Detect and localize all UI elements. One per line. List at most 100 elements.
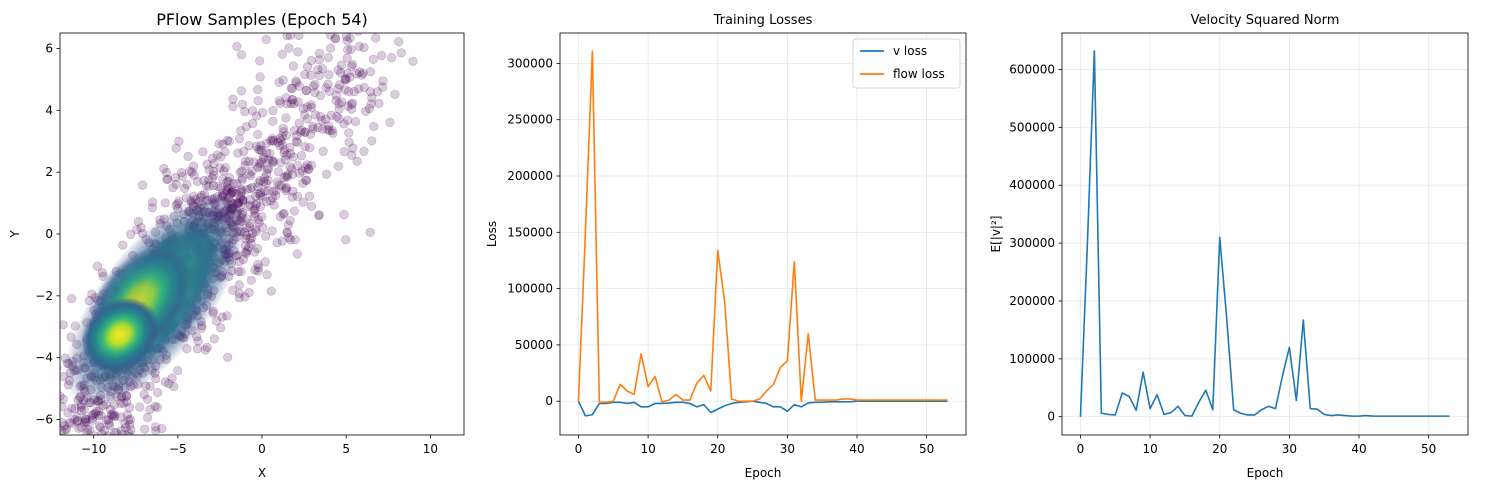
- scatter-point: [279, 208, 289, 218]
- scatter-point: [276, 158, 286, 168]
- scatter-point: [269, 156, 279, 166]
- x-tick-label: 30: [1282, 442, 1297, 456]
- scatter-point: [276, 135, 286, 146]
- scatter-point: [45, 401, 54, 410]
- scatter-point: [318, 146, 328, 156]
- scatter-point: [263, 175, 273, 185]
- scatter-point: [280, 155, 291, 165]
- scatter-point: [354, 41, 364, 52]
- scatter-point: [224, 136, 234, 146]
- scatter-point: [346, 99, 357, 109]
- scatter-point: [246, 239, 256, 249]
- scatter-point: [315, 90, 326, 101]
- scatter-point: [253, 162, 263, 173]
- scatter-point: [286, 98, 296, 109]
- scatter-point: [212, 316, 222, 326]
- scatter-point: [326, 110, 336, 120]
- scatter-point: [345, 72, 355, 82]
- scatter-point: [87, 413, 98, 423]
- scatter-point: [233, 148, 243, 158]
- scatter-point: [266, 286, 276, 296]
- scatter-point: [251, 111, 262, 121]
- scatter-point: [274, 180, 284, 190]
- scatter-point: [163, 174, 173, 184]
- scatter-point: [72, 417, 82, 427]
- scatter-point: [281, 113, 291, 123]
- scatter-point: [72, 412, 82, 422]
- velocity-ylabel: E[|v|²]: [989, 216, 1003, 253]
- scatter-point: [133, 216, 143, 227]
- scatter-point: [161, 167, 172, 178]
- scatter-point: [341, 235, 351, 245]
- scatter-point: [296, 127, 306, 137]
- scatter-point: [218, 174, 228, 184]
- density-blob-peak: [81, 297, 159, 373]
- scatter-point: [268, 116, 278, 126]
- scatter-point: [145, 404, 155, 414]
- scatter-point: [256, 157, 267, 167]
- scatter-point: [202, 342, 212, 353]
- y-tick-label: −4: [35, 351, 53, 365]
- scatter-point: [364, 103, 375, 114]
- scatter-point: [250, 265, 260, 275]
- scatter-point: [265, 148, 275, 159]
- scatter-point: [243, 201, 253, 212]
- scatter-point: [85, 424, 95, 435]
- velocity-panel: 0 10 20 30 40 50 0 100000 200000 300000 400000 5000…: [989, 13, 1469, 480]
- scatter-point: [222, 177, 232, 187]
- scatter-point: [103, 431, 113, 435]
- scatter-point: [285, 162, 295, 172]
- scatter-point: [91, 468, 100, 477]
- scatter-point: [245, 234, 255, 244]
- scatter-point: [222, 135, 232, 145]
- scatter-point: [304, 164, 314, 174]
- scatter-point: [287, 83, 297, 94]
- scatter-point: [254, 218, 264, 228]
- scatter-point: [278, 209, 288, 219]
- x-tick-label: 20: [710, 442, 725, 456]
- scatter-ticks: −10 −5 0 5 10 −6 −4 −2 0 2 4 6: [35, 41, 438, 456]
- scatter-point: [257, 145, 267, 155]
- scatter-point: [220, 163, 230, 173]
- scatter-point: [187, 167, 197, 177]
- scatter-point: [292, 161, 303, 171]
- scatter-point: [278, 123, 288, 133]
- scatter-point: [294, 33, 304, 41]
- y-tick-label: 0: [545, 394, 553, 408]
- scatter-point: [294, 81, 304, 91]
- scatter-point: [51, 441, 60, 450]
- scatter-point: [334, 99, 344, 109]
- scatter-point: [365, 87, 376, 97]
- scatter-point: [261, 231, 271, 241]
- scatter-point: [224, 183, 234, 193]
- scatter-point: [253, 215, 263, 225]
- scatter-point: [291, 76, 301, 86]
- scatter-point: [305, 143, 315, 153]
- scatter-point: [268, 105, 278, 116]
- scatter-point: [263, 155, 274, 165]
- scatter-point: [272, 238, 282, 248]
- scatter-point: [103, 415, 113, 425]
- scatter-point: [274, 96, 284, 106]
- scatter-point: [164, 379, 174, 389]
- scatter-point: [396, 48, 406, 58]
- scatter-point: [259, 177, 269, 187]
- y-tick-label: 200000: [507, 169, 553, 183]
- scatter-point: [167, 373, 177, 383]
- scatter-point: [293, 97, 303, 107]
- scatter-point: [126, 229, 136, 239]
- scatter-point: [237, 173, 247, 183]
- scatter-point: [289, 125, 300, 135]
- scatter-point: [249, 206, 259, 216]
- scatter-point: [170, 173, 180, 183]
- scatter-point: [287, 192, 297, 202]
- scatter-point: [290, 235, 300, 245]
- scatter-point: [143, 412, 153, 423]
- scatter-point: [121, 458, 130, 467]
- scatter-point: [271, 190, 281, 201]
- scatter-point: [168, 183, 178, 193]
- scatter-point: [343, 101, 353, 111]
- scatter-point: [261, 197, 272, 207]
- scatter-point: [297, 166, 307, 176]
- scatter-point: [192, 176, 202, 187]
